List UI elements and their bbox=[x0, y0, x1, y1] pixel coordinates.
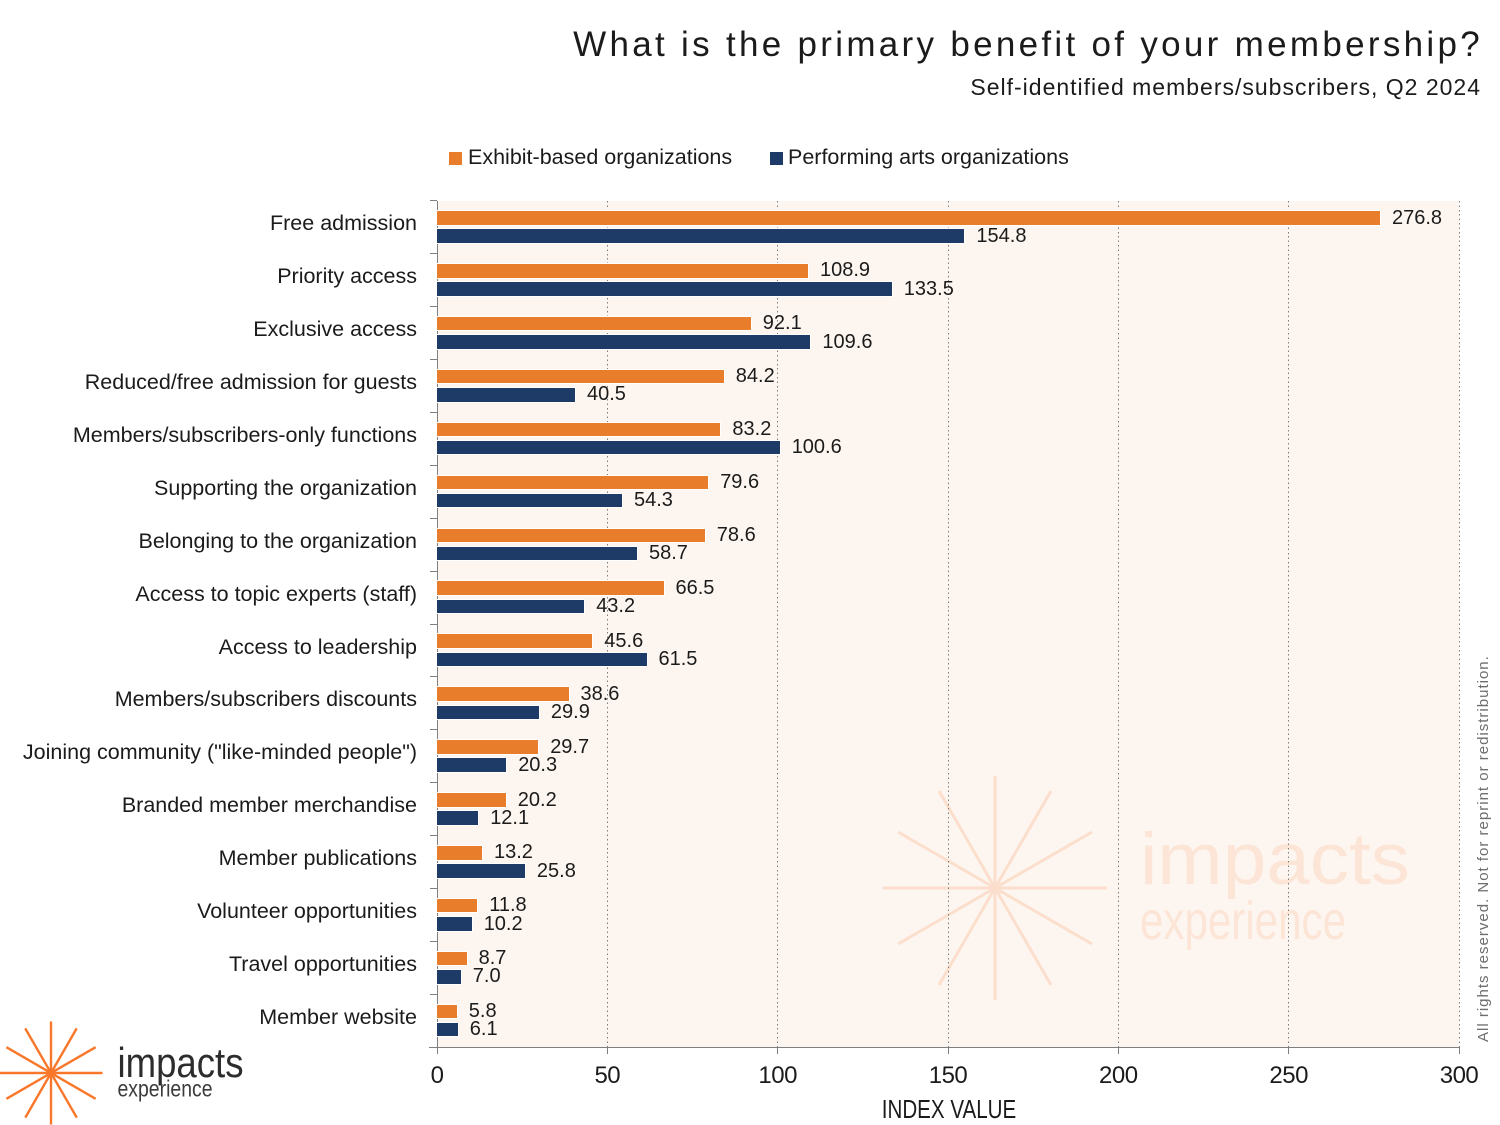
svg-text:experience: experience bbox=[118, 1076, 213, 1102]
svg-text:impacts: impacts bbox=[1140, 819, 1410, 900]
svg-text:experience: experience bbox=[1140, 891, 1346, 951]
svg-text:impacts: impacts bbox=[118, 1039, 244, 1086]
svg-text:INDEX VALUE: INDEX VALUE bbox=[882, 1094, 1017, 1124]
